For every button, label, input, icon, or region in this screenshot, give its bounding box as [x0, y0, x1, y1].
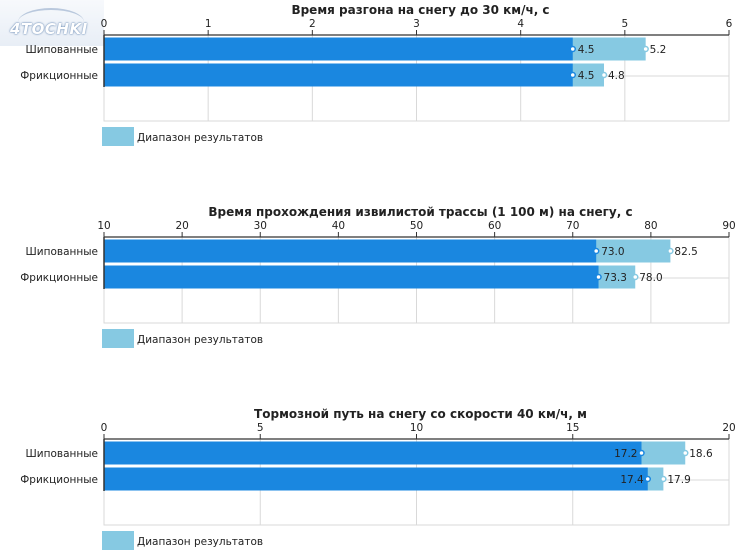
tick-label: 40 — [332, 220, 345, 232]
min-value-label: 17.4 — [620, 474, 644, 486]
max-value-label: 82.5 — [674, 246, 697, 258]
max-marker — [600, 71, 608, 79]
tick-label: 20 — [175, 220, 188, 232]
logo-arc-icon — [18, 8, 84, 36]
tick-label: 0 — [101, 422, 108, 434]
min-bar — [104, 239, 597, 263]
tick-label: 15 — [566, 422, 579, 434]
legend-swatch — [102, 127, 134, 146]
max-marker — [642, 45, 649, 53]
tick-label: 30 — [254, 220, 267, 232]
tick-label: 20 — [722, 422, 735, 434]
tick-label: 1 — [205, 18, 212, 30]
min-marker — [592, 247, 600, 255]
min-value-label: 73.3 — [604, 272, 627, 284]
tick-label: 4 — [517, 18, 524, 30]
min-bar — [104, 467, 648, 491]
max-value-label: 18.6 — [689, 448, 713, 460]
category-label: Шипованные — [26, 448, 98, 460]
min-marker — [644, 475, 651, 483]
tick-label: 60 — [488, 220, 501, 232]
legend-label: Диапазон результатов — [137, 536, 263, 548]
chart-title: Тормозной путь на снегу со скорости 40 к… — [254, 407, 587, 421]
tick-label: 5 — [257, 422, 264, 434]
min-marker — [569, 71, 576, 79]
logo-text: 4TOCHKI — [10, 20, 88, 38]
max-value-label: 17.9 — [667, 474, 690, 486]
legend-label: Диапазон результатов — [137, 132, 263, 144]
min-value-label: 4.5 — [578, 44, 595, 56]
max-value-label: 5.2 — [650, 44, 667, 56]
min-marker — [595, 273, 602, 281]
tick-label: 6 — [726, 18, 733, 30]
tick-label: 10 — [97, 220, 110, 232]
max-marker — [667, 247, 674, 255]
max-marker — [682, 449, 689, 457]
tick-label: 10 — [410, 422, 423, 434]
category-label: Шипованные — [26, 44, 98, 56]
max-value-label: 4.8 — [608, 70, 625, 82]
min-value-label: 73.0 — [601, 246, 624, 258]
tick-label: 2 — [309, 18, 316, 30]
legend-swatch — [102, 531, 134, 550]
max-marker — [660, 475, 667, 483]
tick-label: 90 — [722, 220, 735, 232]
min-marker — [569, 45, 576, 53]
min-value-label: 17.2 — [614, 448, 637, 460]
min-bar — [104, 265, 599, 289]
category-label: Шипованные — [26, 246, 98, 258]
tick-label: 5 — [621, 18, 628, 30]
legend-label: Диапазон результатов — [137, 334, 263, 346]
tick-label: 80 — [644, 220, 657, 232]
tick-label: 3 — [413, 18, 420, 30]
min-marker — [638, 449, 645, 457]
tick-label: 0 — [101, 18, 108, 30]
min-bar — [104, 441, 642, 465]
max-marker — [632, 273, 639, 281]
tick-label: 50 — [410, 220, 423, 232]
category-label: Фрикционные — [20, 70, 98, 82]
category-label: Фрикционные — [20, 272, 98, 284]
tick-label: 70 — [566, 220, 579, 232]
chart-title: Время прохождения извилистой трассы (1 1… — [208, 205, 632, 219]
min-bar — [104, 63, 573, 87]
legend-swatch — [102, 329, 134, 348]
min-bar — [104, 37, 573, 61]
site-logo[interactable]: 4TOCHKI — [0, 0, 104, 46]
min-value-label: 4.5 — [578, 70, 595, 82]
category-label: Фрикционные — [20, 474, 98, 486]
max-value-label: 78.0 — [639, 272, 662, 284]
chart-title: Время разгона на снегу до 30 км/ч, с — [291, 3, 549, 17]
